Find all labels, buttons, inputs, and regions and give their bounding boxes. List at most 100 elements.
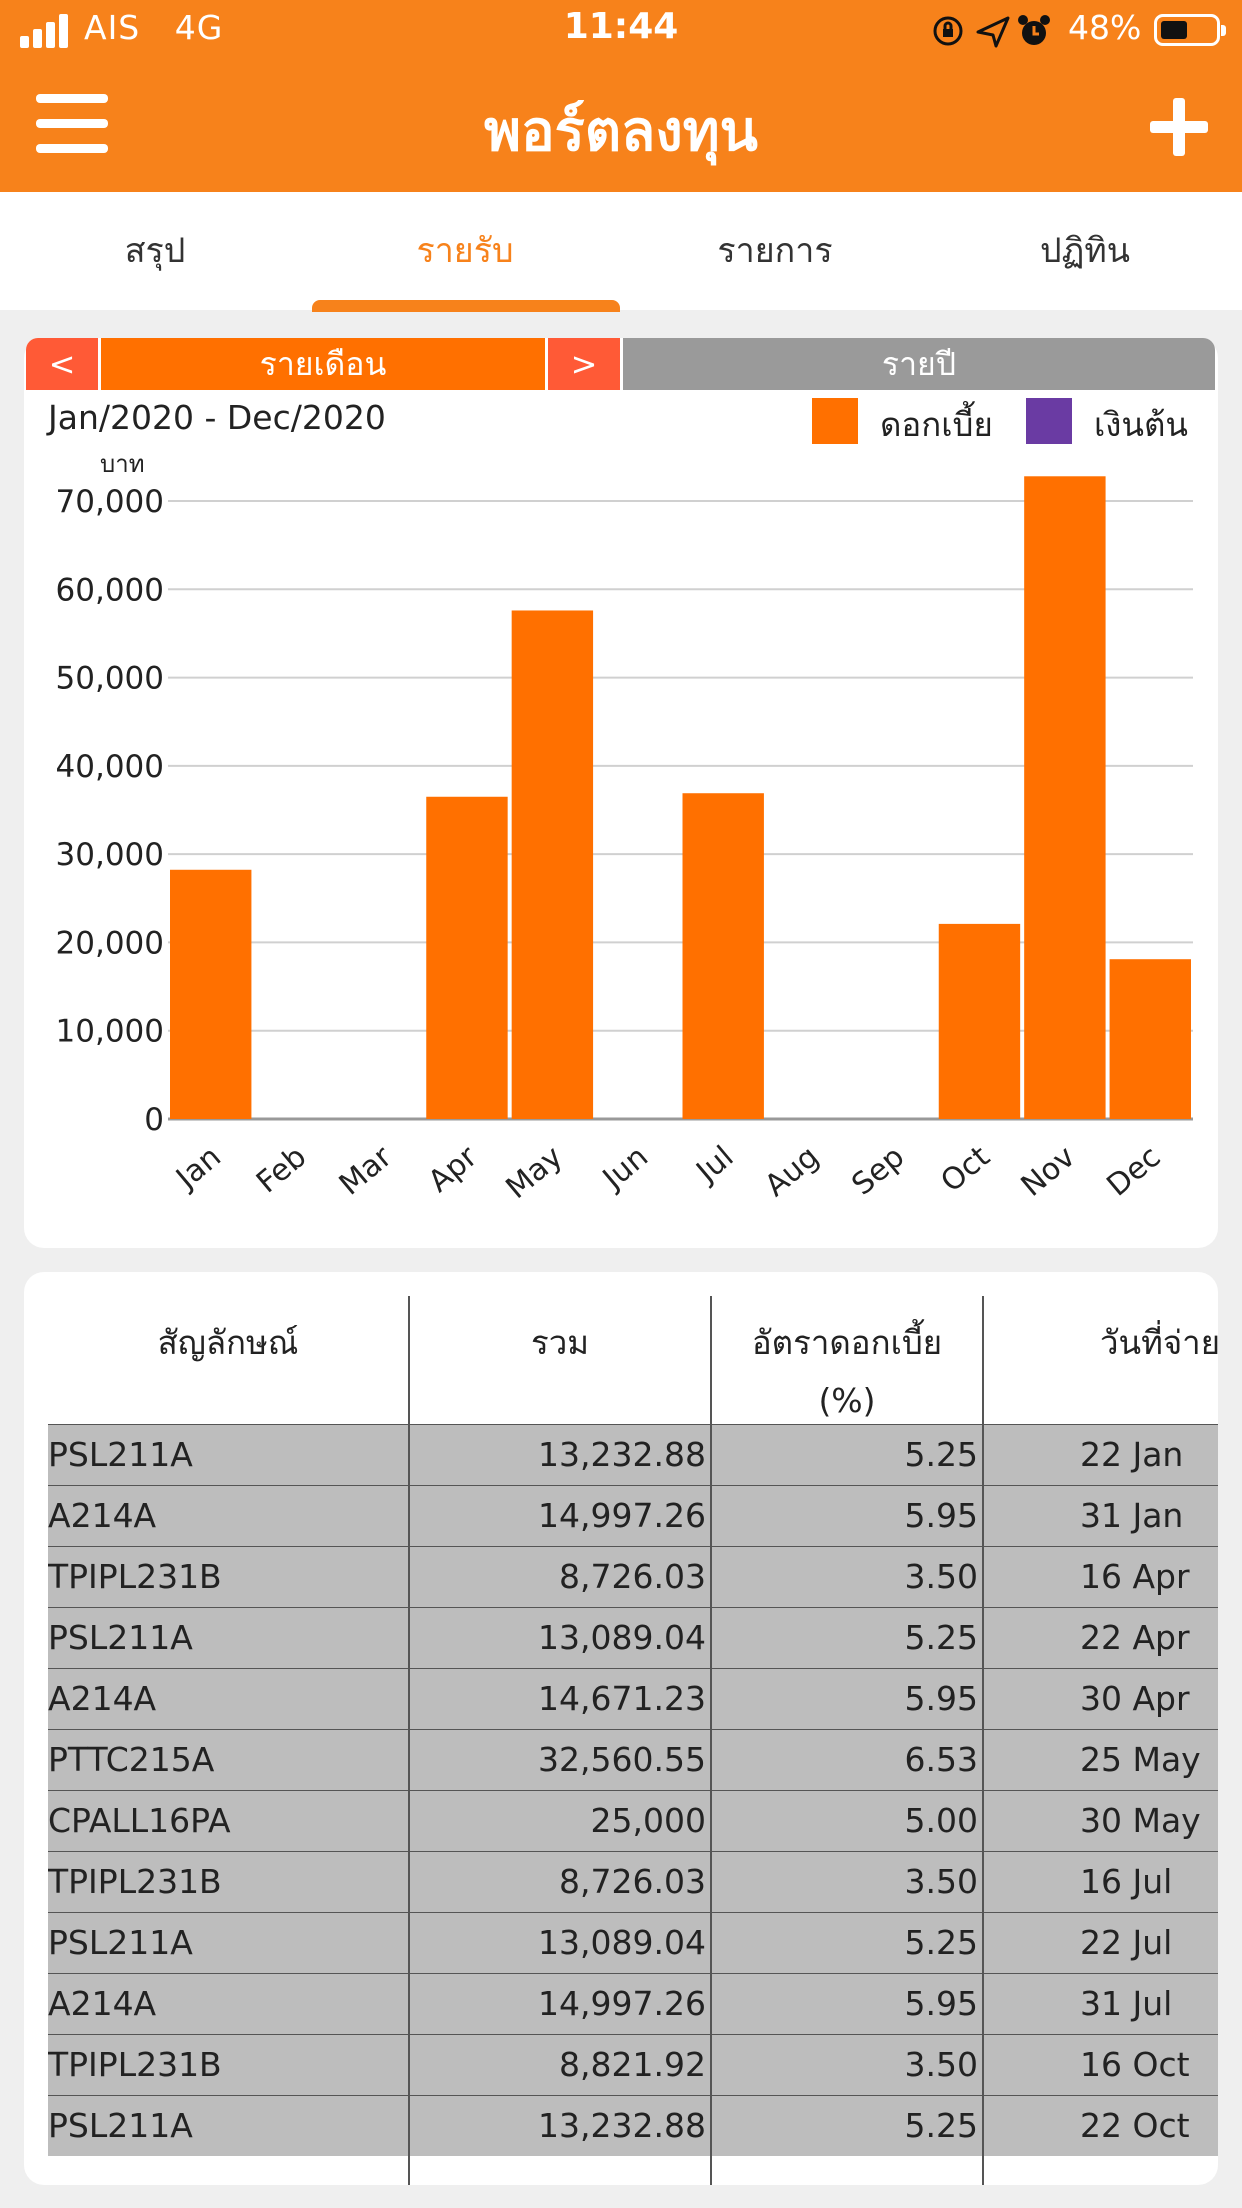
table-row[interactable]: CPALL16PA 25,000 5.00 30 May [48,1790,1218,1851]
hamburger-menu-icon[interactable] [36,94,108,154]
cell-rate: 5.00 [904,1801,978,1840]
cell-rate: 5.95 [904,1679,978,1718]
network-label: 4G [174,8,224,47]
y-tick-label: 0 [144,1102,164,1138]
cell-total: 13,089.04 [538,1618,706,1657]
cell-rate: 6.53 [904,1740,978,1779]
cell-total: 13,232.88 [538,2106,706,2145]
legend-label-principal: เงินต้น [1094,405,1188,444]
column-divider [408,1296,410,2185]
cell-symbol: PSL211A [48,1923,193,1962]
cell-total: 14,671.23 [538,1679,706,1718]
battery-icon [1154,14,1226,46]
location-arrow-icon [976,16,1010,48]
cell-symbol: TPIPL231B [48,2045,222,2084]
alarm-icon [1018,15,1050,45]
cell-symbol: PSL211A [48,1618,193,1657]
income-table-card: สัญลักษณ์ รวม อัตราดอกเบี้ย (%) วันที่จ่… [24,1272,1218,2185]
legend-label-interest: ดอกเบี้ย [880,405,993,444]
cell-rate: 3.50 [904,2045,978,2084]
bar-jan[interactable] [170,869,252,1119]
tab-bar: สรุป รายรับ รายการ ปฏิทิน [0,192,1242,310]
bar-apr[interactable] [426,796,508,1119]
table-row[interactable]: A214A 14,671.23 5.95 30 Apr [48,1668,1218,1729]
y-tick-label: 40,000 [56,749,164,785]
carrier-label: AIS 4G [84,8,224,47]
bar-nov[interactable] [1024,476,1106,1119]
cell-symbol: PSL211A [48,1435,193,1474]
cell-rate: 5.95 [904,1496,978,1535]
x-tick-label: Jun [595,1139,655,1197]
y-tick-label: 10,000 [56,1014,164,1050]
cell-rate: 5.25 [904,1923,978,1962]
column-divider [710,1296,712,2185]
date-range-label: Jan/2020 - Dec/2020 [48,398,386,437]
table-row[interactable]: A214A 14,997.26 5.95 31 Jul [48,1973,1218,2034]
cell-total: 13,089.04 [538,1923,706,1962]
cell-pay-date: 16 Jul [1080,1862,1173,1901]
monthly-segment[interactable]: รายเดือน [101,338,545,390]
cell-pay-date: 30 May [1080,1801,1201,1840]
prev-period-button[interactable]: < [26,338,98,390]
table-row[interactable]: TPIPL231B 8,821.92 3.50 16 Oct [48,2034,1218,2095]
app-bar: พอร์ตลงทุน [0,62,1242,192]
table-row[interactable]: PTTC215A 32,560.55 6.53 25 May [48,1729,1218,1790]
cell-pay-date: 16 Oct [1080,2045,1190,2084]
y-tick-label: 70,000 [56,484,164,520]
cell-total: 25,000 [590,1801,706,1840]
x-tick-label: Apr [422,1139,485,1200]
page-title: พอร์ตลงทุน [484,99,758,164]
cell-rate: 5.95 [904,1984,978,2023]
x-tick-label: Nov [1015,1139,1082,1203]
status-bar: AIS 4G 11:44 48% [0,0,1242,62]
tab-transactions[interactable]: รายการ [717,231,833,271]
bar-jul[interactable] [682,793,764,1119]
cell-pay-date: 22 Apr [1080,1618,1190,1657]
cell-total: 13,232.88 [538,1435,706,1474]
x-tick-label: Aug [758,1139,825,1203]
table-row[interactable]: PSL211A 13,089.04 5.25 22 Apr [48,1607,1218,1668]
cell-symbol: TPIPL231B [48,1557,222,1596]
header-pay-date: วันที่จ่าย [1100,1323,1218,1362]
cell-symbol: PTTC215A [48,1740,215,1779]
legend-swatch-interest [812,398,858,444]
cell-symbol: PSL211A [48,2106,193,2145]
x-tick-label: Sep [845,1139,911,1202]
bar-dec[interactable] [1109,959,1191,1119]
cell-symbol: A214A [48,1496,157,1535]
cell-pay-date: 22 Oct [1080,2106,1190,2145]
cell-symbol: A214A [48,1984,157,2023]
table-row[interactable]: PSL211A 13,232.88 5.25 22 Jan [48,1424,1218,1485]
orientation-lock-icon [933,16,963,46]
table-row[interactable]: TPIPL231B 8,726.03 3.50 16 Jul [48,1851,1218,1912]
cell-symbol: CPALL16PA [48,1801,231,1840]
column-divider [982,1296,984,2185]
table-row[interactable]: A214A 14,997.26 5.95 31 Jan [48,1485,1218,1546]
table-row[interactable]: PSL211A 13,232.88 5.25 22 Oct [48,2095,1218,2156]
y-tick-label: 20,000 [56,925,164,961]
cell-total: 32,560.55 [538,1740,706,1779]
cell-pay-date: 30 Apr [1080,1679,1190,1718]
x-tick-label: Jan [168,1139,227,1197]
table-row[interactable]: PSL211A 13,089.04 5.25 22 Jul [48,1912,1218,1973]
tab-calendar[interactable]: ปฏิทิน [1039,231,1131,271]
cell-pay-date: 16 Apr [1080,1557,1190,1596]
next-period-button[interactable]: > [548,338,620,390]
yearly-segment[interactable]: รายปี [623,338,1215,390]
cell-symbol: A214A [48,1679,157,1718]
y-tick-label: 30,000 [56,837,164,873]
tab-summary[interactable]: สรุป [124,231,186,271]
cell-total: 14,997.26 [538,1496,706,1535]
tab-income[interactable]: รายรับ [416,231,514,271]
cell-pay-date: 22 Jan [1080,1435,1184,1474]
cell-pay-date: 31 Jul [1080,1984,1173,2023]
cell-pay-date: 22 Jul [1080,1923,1173,1962]
x-tick-label: Oct [934,1139,996,1199]
y-tick-label: 50,000 [56,661,164,697]
table-row[interactable]: TPIPL231B 8,726.03 3.50 16 Apr [48,1546,1218,1607]
bar-may[interactable] [511,610,594,1119]
plus-icon[interactable] [1150,98,1208,156]
header-symbol: สัญลักษณ์ [157,1323,299,1362]
cell-symbol: TPIPL231B [48,1862,222,1901]
bar-oct[interactable] [938,923,1021,1119]
